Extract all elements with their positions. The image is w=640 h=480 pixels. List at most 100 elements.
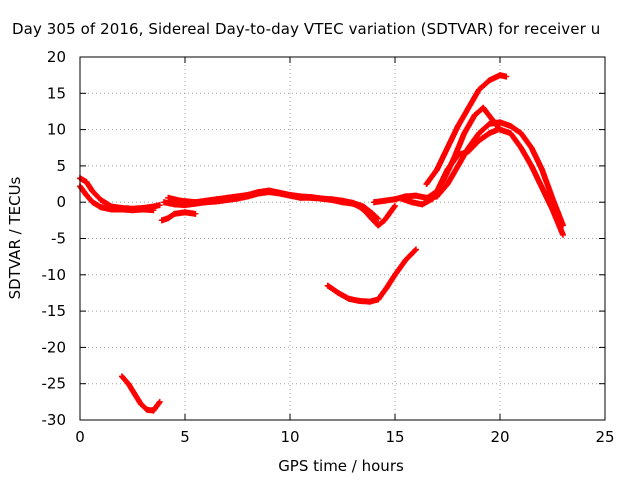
data-point <box>308 194 314 201</box>
data-point <box>366 298 373 305</box>
data-point <box>539 166 545 173</box>
data-point <box>402 257 409 264</box>
data-point <box>119 206 125 213</box>
y-tick-label: -25 <box>42 375 67 393</box>
series-arc-9 <box>423 72 510 188</box>
data-point <box>518 144 524 151</box>
data-point <box>434 188 440 195</box>
data-point <box>119 373 125 380</box>
data-point <box>287 191 293 198</box>
data-point <box>89 188 96 195</box>
data-point <box>465 104 472 111</box>
x-tick-label: 0 <box>75 428 85 446</box>
data-point <box>494 126 501 133</box>
data-point <box>213 196 220 203</box>
data-point <box>461 130 468 137</box>
y-tick-label: 10 <box>47 121 66 139</box>
data-point <box>335 289 342 296</box>
data-point <box>177 197 184 204</box>
y-tick-label: -30 <box>42 411 67 429</box>
y-tick-label: 15 <box>47 84 66 102</box>
data-point <box>387 208 394 215</box>
data-point <box>375 222 382 229</box>
data-point <box>339 197 346 204</box>
data-point <box>434 166 440 173</box>
x-tick-label: 5 <box>180 428 190 446</box>
data-point <box>234 193 241 200</box>
data-series <box>77 72 566 414</box>
data-point <box>507 130 514 137</box>
data-point <box>182 209 188 216</box>
x-tick-label: 20 <box>490 428 509 446</box>
data-point <box>368 215 375 222</box>
data-point <box>455 152 461 159</box>
data-point <box>165 215 172 222</box>
data-markers <box>119 373 163 414</box>
y-tick-label: 20 <box>47 48 66 66</box>
data-point <box>471 112 478 119</box>
series-arc-10 <box>324 246 419 305</box>
data-point <box>528 162 535 169</box>
data-point <box>392 196 398 203</box>
data-point <box>98 197 104 204</box>
data-point <box>476 86 482 93</box>
y-tick-label: 0 <box>56 193 66 211</box>
data-point <box>528 144 535 151</box>
data-point <box>419 201 426 208</box>
data-point <box>444 181 451 188</box>
data-point <box>503 73 510 80</box>
data-point <box>129 207 136 214</box>
data-point <box>165 194 172 201</box>
data-point <box>161 199 167 206</box>
data-point <box>444 166 451 173</box>
data-point <box>345 295 352 302</box>
data-point <box>318 195 325 202</box>
data-point <box>192 210 199 217</box>
data-point <box>224 194 230 201</box>
data-point <box>368 210 375 217</box>
data-point <box>83 191 90 198</box>
data-point <box>549 206 556 213</box>
data-markers <box>158 209 198 224</box>
data-point <box>455 162 461 169</box>
data-point <box>137 401 144 408</box>
series-arc-5 <box>165 187 382 222</box>
series-arc-3 <box>158 209 199 224</box>
data-point <box>375 296 382 303</box>
data-point <box>465 148 472 155</box>
axis-ticks <box>79 56 606 421</box>
data-point <box>444 144 451 151</box>
data-point <box>125 380 132 387</box>
data-point <box>392 202 398 209</box>
data-point <box>150 407 157 414</box>
data-point <box>245 191 251 198</box>
grid-lines <box>80 57 605 420</box>
data-point <box>156 398 163 405</box>
series-arc-11 <box>119 373 163 414</box>
data-point <box>108 206 115 213</box>
data-point <box>539 184 545 191</box>
data-point <box>156 202 163 209</box>
data-point <box>560 231 566 238</box>
x-tick-label: 15 <box>385 428 404 446</box>
y-tick-label: -5 <box>51 230 66 248</box>
data-point <box>413 246 419 253</box>
series-arc-8 <box>423 126 501 202</box>
data-point <box>480 104 487 111</box>
data-point <box>144 406 151 413</box>
data-point <box>486 120 493 127</box>
x-axis-label: GPS time / hours <box>278 457 404 475</box>
data-point <box>158 217 165 224</box>
data-point <box>203 197 209 204</box>
data-point <box>192 199 199 206</box>
data-point <box>350 199 356 206</box>
data-point <box>408 199 415 206</box>
chart-title: Day 305 of 2016, Sidereal Day-to-day VTE… <box>12 20 601 38</box>
data-point <box>383 284 390 291</box>
data-point <box>356 297 363 304</box>
data-point <box>83 178 90 185</box>
data-point <box>518 130 524 137</box>
data-point <box>329 196 335 203</box>
data-point <box>423 181 430 188</box>
